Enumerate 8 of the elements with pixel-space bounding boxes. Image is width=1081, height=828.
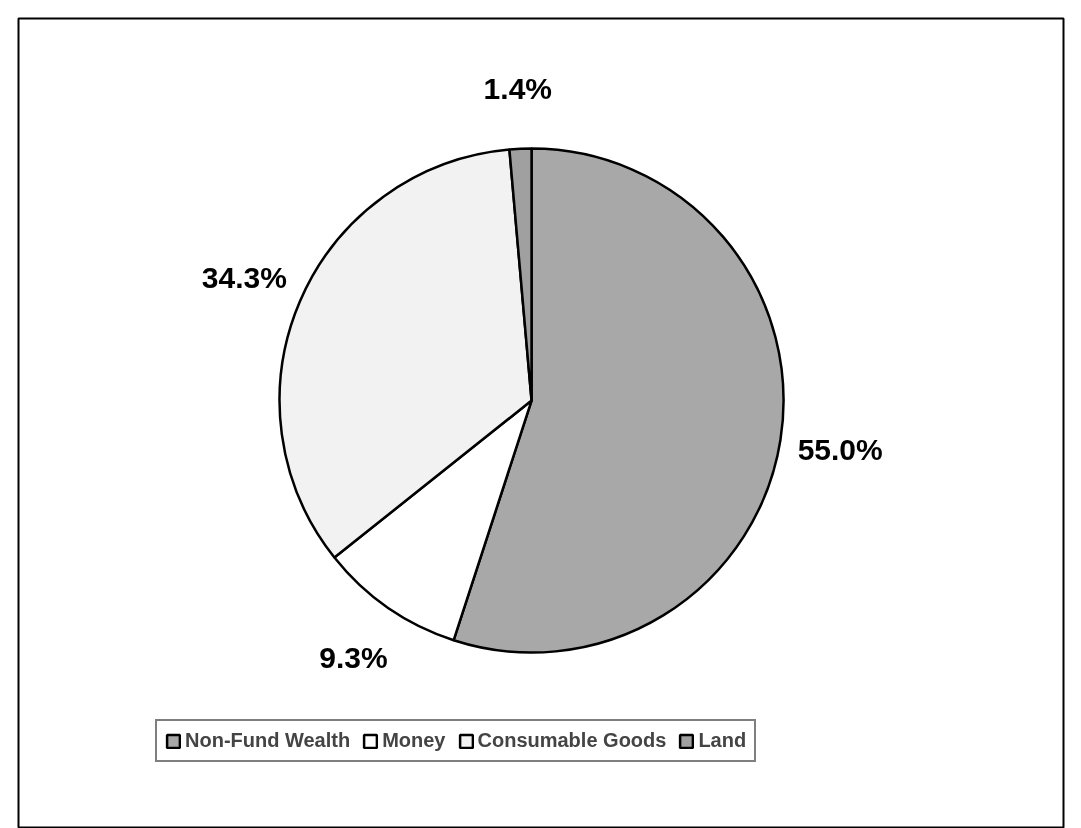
data-label: 55.0%	[797, 432, 883, 466]
data-label: 34.3%	[201, 260, 287, 294]
data-label: 1.4%	[483, 71, 553, 105]
legend-label: Money	[382, 729, 446, 752]
legend-label: Consumable Goods	[477, 729, 667, 752]
legend-label: Land	[698, 729, 747, 752]
data-label: 9.3%	[319, 640, 388, 674]
legend-label: Non-Fund Wealth	[185, 729, 351, 752]
